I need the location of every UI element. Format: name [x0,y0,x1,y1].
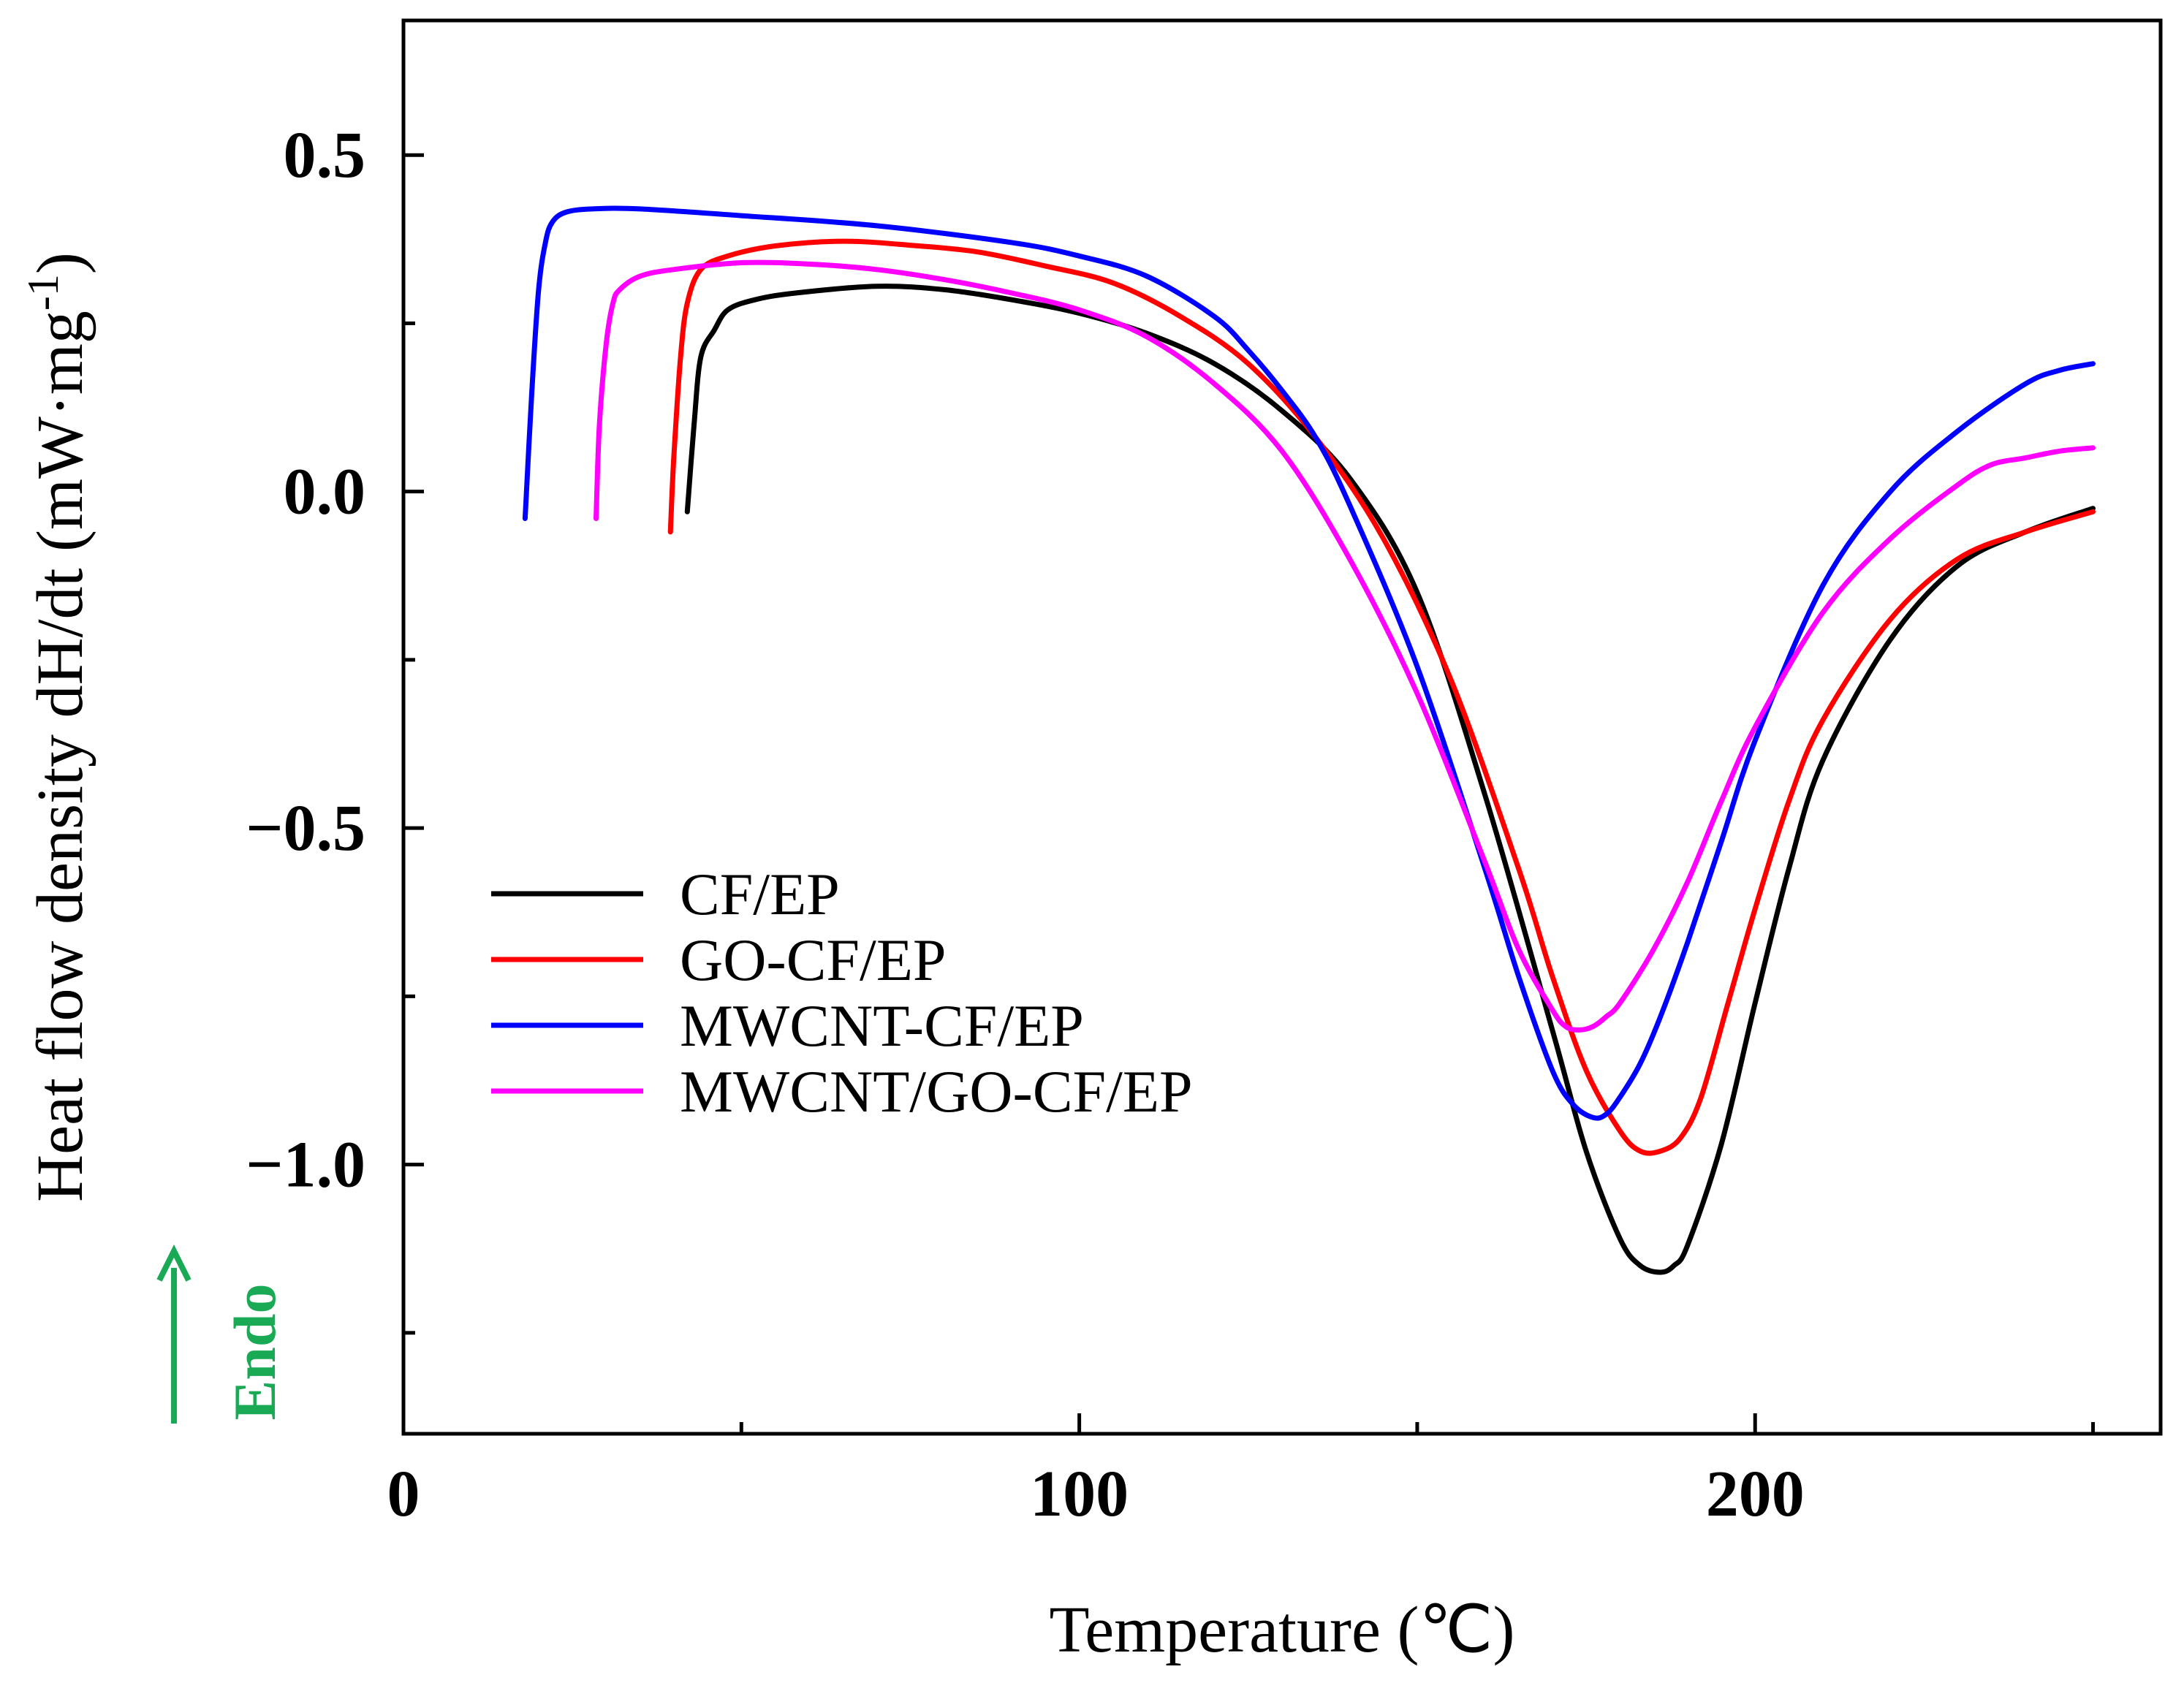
x-tick-label: 100 [1030,1458,1129,1530]
x-tick-label: 0 [387,1458,420,1530]
legend-entry: MWCNT-CF/EP [491,992,1084,1059]
endo-annotation: Endo [156,1244,288,1424]
x-tick-label: 200 [1706,1458,1805,1530]
axes-layer: 0 100 200 0.5 0.0 −0.5 −1.0 [246,119,2096,1530]
x-axis-title: Temperature (℃) [1050,1594,1515,1666]
endo-arrow-head-icon [156,1244,192,1282]
legend-entry: GO-CF/EP [491,927,947,993]
y-tick-label: 0.5 [284,119,366,191]
series-line-mwcnt-cf-ep [522,205,2096,1121]
y-tick-label: −1.0 [246,1129,365,1201]
y-axis-title-close: ) [24,252,96,274]
legend-label: CF/EP [680,861,840,927]
legend-label: GO-CF/EP [680,927,947,993]
legend-entry: CF/EP [491,861,840,927]
y-axis-title: Heat flow density dH/dt (mW·mg-1) [19,252,96,1202]
series-line-go-cf-ep [667,238,2096,1156]
legend-label: MWCNT-CF/EP [680,992,1084,1059]
series-layer [522,205,2096,1275]
legend-label: MWCNT/GO-CF/EP [680,1058,1193,1125]
y-axis-title-superscript: -1 [19,274,67,311]
series-line-mwcnt-go-cf-ep [594,259,2096,1033]
y-axis-title-main: Heat flow density dH/dt (mW·mg [24,311,96,1202]
y-tick-label: −0.5 [246,792,365,864]
legend-entry: MWCNT/GO-CF/EP [491,1058,1193,1125]
endo-label: Endo [221,1284,288,1421]
y-tick-label: 0.0 [284,456,366,528]
series-line-cf-ep [684,284,2096,1275]
plot-frame [401,18,2163,1436]
